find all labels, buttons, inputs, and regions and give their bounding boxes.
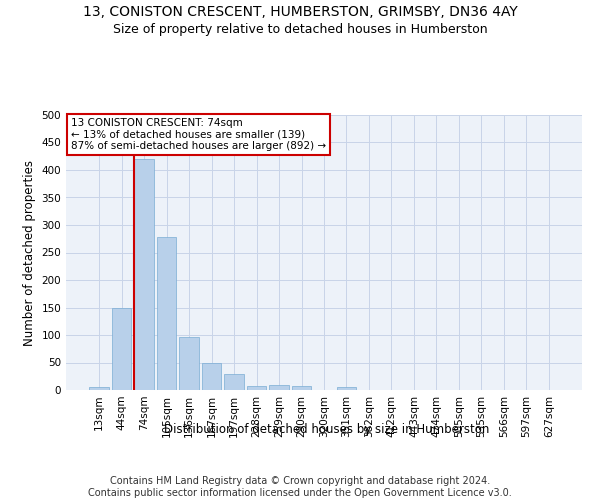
Text: 13 CONISTON CRESCENT: 74sqm
← 13% of detached houses are smaller (139)
87% of se: 13 CONISTON CRESCENT: 74sqm ← 13% of det… [71, 118, 326, 151]
Bar [224, 374, 244, 390]
Bar [112, 308, 131, 390]
Text: Contains HM Land Registry data © Crown copyright and database right 2024.
Contai: Contains HM Land Registry data © Crown c… [88, 476, 512, 498]
Bar [292, 386, 311, 390]
Bar [337, 387, 356, 390]
Text: Distribution of detached houses by size in Humberston: Distribution of detached houses by size … [164, 422, 490, 436]
Bar [202, 363, 221, 390]
Bar [179, 336, 199, 390]
Bar [157, 237, 176, 390]
Y-axis label: Number of detached properties: Number of detached properties [23, 160, 36, 346]
Bar [247, 386, 266, 390]
Text: 13, CONISTON CRESCENT, HUMBERSTON, GRIMSBY, DN36 4AY: 13, CONISTON CRESCENT, HUMBERSTON, GRIMS… [83, 5, 517, 19]
Bar [269, 385, 289, 390]
Bar [89, 387, 109, 390]
Bar [134, 159, 154, 390]
Text: Size of property relative to detached houses in Humberston: Size of property relative to detached ho… [113, 22, 487, 36]
